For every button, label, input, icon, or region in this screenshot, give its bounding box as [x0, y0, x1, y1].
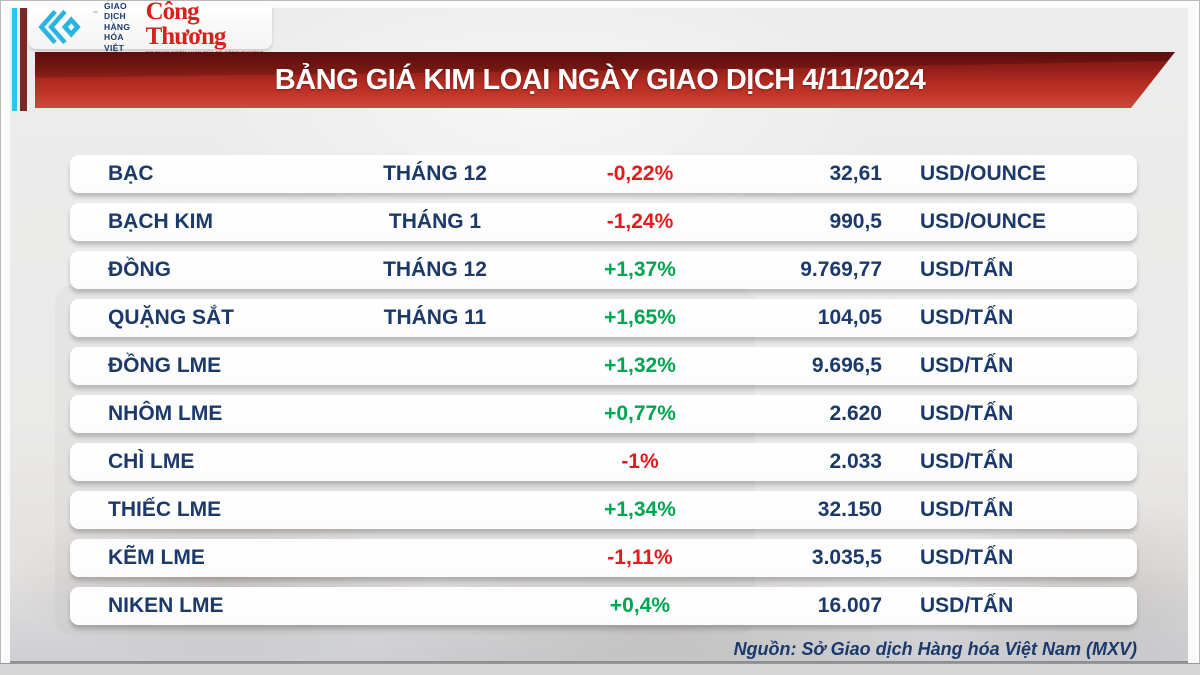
price-unit: USD/TẤN: [920, 306, 1014, 329]
contract-month: THÁNG 1: [388, 210, 482, 233]
table-row: ĐỒNG THÁNG 12 +1,37% 9.769,77 USD/TẤN: [70, 251, 1137, 289]
change-percent: +0,4%: [609, 594, 671, 617]
contract-month: THÁNG 12: [383, 162, 487, 185]
commodity-name: NIKEN LME: [108, 594, 224, 617]
bottom-border-strip: [0, 663, 1200, 675]
commodity-name: THIẾC LME: [108, 498, 222, 521]
change-percent: -1,24%: [606, 210, 674, 233]
price-value: 9.769,77: [800, 258, 882, 281]
price-unit: USD/OUNCE: [920, 162, 1047, 185]
change-percent: +1,37%: [604, 258, 676, 281]
change-percent: +1,32%: [604, 354, 676, 377]
price-unit: USD/TẤN: [920, 594, 1014, 617]
table-row: NIKEN LME +0,4% 16.007 USD/TẤN: [70, 587, 1137, 625]
price-value: 2.033: [829, 450, 882, 473]
accent-stripe-cyan: [12, 8, 17, 111]
commodity-name: BẠC: [108, 162, 154, 185]
price-unit: USD/TẤN: [920, 354, 1014, 377]
change-percent: -1,11%: [607, 546, 673, 569]
change-percent: -1%: [621, 450, 659, 473]
commodity-name: KẼM LME: [108, 546, 205, 569]
price-value: 104,05: [817, 306, 882, 329]
congthuong-logo: Công Thương CƠ QUAN NGÔN LUẬN CỦA BỘ CÔN…: [146, 0, 264, 55]
table-row: KẼM LME -1,11% 3.035,5 USD/TẤN: [70, 539, 1137, 577]
header-logo-card: ™ SỞ GIAO DỊCH HÀNG HÓA VIỆT NAM Công Th…: [28, 0, 272, 63]
price-unit: USD/TẤN: [920, 546, 1014, 569]
trademark-symbol: ™: [92, 11, 98, 17]
commodity-name: QUẶNG SẮT: [108, 306, 234, 329]
table-row: ĐỒNG LME +1,32% 9.696,5 USD/TẤN: [70, 347, 1137, 385]
title-banner: BẢNG GIÁ KIM LOẠI NGÀY GIAO DỊCH 4/11/20…: [35, 52, 1175, 108]
table-row: BẠCH KIM THÁNG 1 -1,24% 990,5 USD/OUNCE: [70, 203, 1137, 241]
price-value: 2.620: [829, 402, 882, 425]
contract-month: THÁNG 12: [383, 258, 487, 281]
price-value: 3.035,5: [811, 546, 882, 569]
price-unit: USD/TẤN: [920, 498, 1014, 521]
source-attribution: Nguồn: Sở Giao dịch Hàng hóa Việt Nam (M…: [733, 639, 1137, 659]
change-percent: +1,34%: [604, 498, 676, 521]
price-value: 32.150: [817, 498, 882, 521]
price-table: BẠC THÁNG 12 -0,22% 32,61 USD/OUNCE BẠCH…: [70, 155, 1137, 635]
table-row: QUẶNG SẮT THÁNG 11 +1,65% 104,05 USD/TẤN: [70, 299, 1137, 337]
commodity-name: BẠCH KIM: [108, 210, 213, 233]
table-row: NHÔM LME +0,77% 2.620 USD/TẤN: [70, 395, 1137, 433]
price-value: 32,61: [829, 162, 882, 185]
price-value: 990,5: [829, 210, 882, 233]
price-unit: USD/TẤN: [920, 258, 1014, 281]
change-percent: +0,77%: [604, 402, 676, 425]
price-unit: USD/OUNCE: [920, 210, 1047, 233]
congthuong-logo-text: Công Thương: [145, 0, 227, 50]
table-row: CHÌ LME -1% 2.033 USD/TẤN: [70, 443, 1137, 481]
price-unit: USD/TẤN: [920, 450, 1014, 473]
price-value: 16.007: [817, 594, 882, 617]
change-percent: -0,22%: [606, 162, 674, 185]
commodity-name: ĐỒNG: [108, 258, 171, 281]
commodity-name: CHÌ LME: [108, 450, 195, 473]
price-unit: USD/TẤN: [920, 402, 1014, 425]
page-title: BẢNG GIÁ KIM LOẠI NGÀY GIAO DỊCH 4/11/20…: [274, 63, 926, 96]
table-row: THIẾC LME +1,34% 32.150 USD/TẤN: [70, 491, 1137, 529]
price-value: 9.696,5: [811, 354, 882, 377]
table-row: BẠC THÁNG 12 -0,22% 32,61 USD/OUNCE: [70, 155, 1137, 193]
accent-stripe-dark-red: [20, 8, 27, 111]
change-percent: +1,65%: [604, 306, 676, 329]
contract-month: THÁNG 11: [383, 306, 487, 329]
mxv-chevron-logo-icon: [36, 9, 86, 45]
commodity-name: ĐỒNG LME: [108, 354, 222, 377]
commodity-name: NHÔM LME: [108, 402, 223, 425]
